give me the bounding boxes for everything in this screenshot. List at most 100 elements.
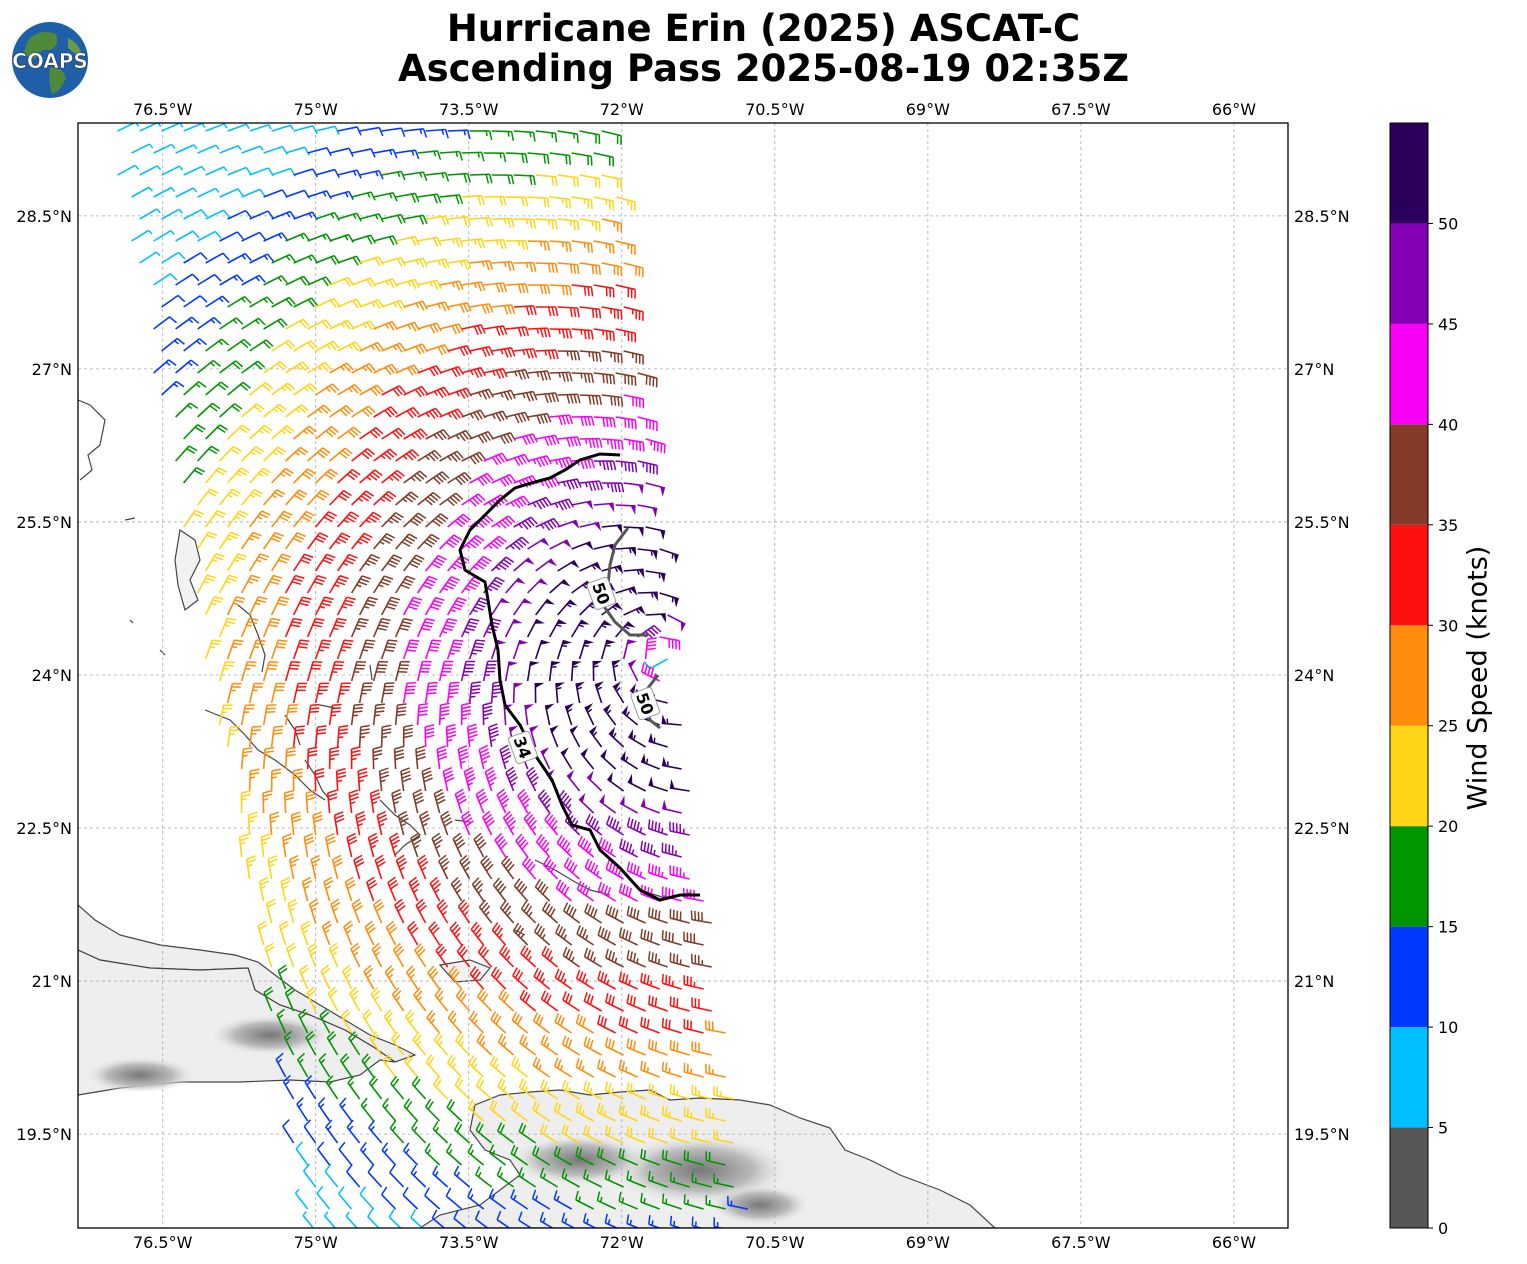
wind-barb xyxy=(326,1030,339,1056)
wind-barb xyxy=(284,617,303,638)
wind-barb xyxy=(583,947,603,968)
wind-barb xyxy=(483,535,507,550)
wind-barb xyxy=(605,904,625,924)
wind-barb xyxy=(175,273,200,286)
wind-barb xyxy=(288,854,300,880)
wind-barb xyxy=(393,745,405,770)
wind-barb xyxy=(348,789,360,814)
wind-barb xyxy=(648,1083,668,1100)
wind-barb xyxy=(448,965,463,990)
wind-barb xyxy=(280,876,291,902)
wind-barb xyxy=(381,469,405,484)
wind-barb xyxy=(359,341,384,352)
wind-barb xyxy=(505,766,518,792)
wind-barb xyxy=(640,1148,660,1166)
wind-barb xyxy=(417,279,442,290)
wind-barb xyxy=(411,1076,427,1100)
wind-barb xyxy=(329,190,354,200)
wind-barb xyxy=(557,218,580,231)
wind-barb xyxy=(593,152,614,167)
wind-barb xyxy=(271,425,295,440)
wind-barb xyxy=(612,681,625,704)
wind-barb xyxy=(315,168,340,179)
wind-barb xyxy=(517,788,531,814)
wind-barb xyxy=(328,660,345,682)
florida-coast xyxy=(78,399,106,481)
wind-barb xyxy=(601,306,623,320)
wind-barb xyxy=(317,1141,331,1166)
wind-barb xyxy=(626,817,646,836)
wind-barb xyxy=(597,881,617,902)
wind-barb xyxy=(647,863,668,880)
wind-barb xyxy=(329,405,354,418)
wind-barb xyxy=(204,510,227,528)
wind-barb xyxy=(368,1075,383,1100)
wind-barb xyxy=(335,767,347,792)
wind-barb xyxy=(582,1213,598,1228)
colorbar-bin xyxy=(1390,725,1428,827)
wind-barb xyxy=(271,382,296,396)
wind-barb xyxy=(623,262,644,278)
wind-barb xyxy=(600,748,617,770)
wind-barb xyxy=(474,1210,489,1228)
wind-barb xyxy=(153,359,177,374)
wind-barb xyxy=(522,855,537,880)
wind-barb xyxy=(415,745,426,770)
wind-barb xyxy=(593,284,615,298)
wind-barb xyxy=(601,174,622,189)
wind-barb xyxy=(637,372,658,388)
wind-barb xyxy=(518,1122,537,1144)
axis-ticks: 76.5°W 76.5°W 75°W 75°W 73.5°W 73.5°W 72°W 72°W… xyxy=(16,100,1349,1252)
wind-barb xyxy=(534,639,551,660)
wind-barb xyxy=(604,1213,619,1228)
wind-barb xyxy=(329,319,354,330)
wind-barb xyxy=(527,496,553,510)
wind-barb xyxy=(402,682,417,704)
wind-barb xyxy=(469,555,492,572)
wind-barb xyxy=(265,898,277,924)
wind-barb xyxy=(368,1119,383,1144)
lon-tick-label: 67.5°W xyxy=(1051,1233,1111,1252)
wind-barb xyxy=(460,660,476,682)
wind-barb xyxy=(340,1008,353,1034)
wind-barb xyxy=(669,865,690,880)
wind-barb xyxy=(373,533,396,550)
wind-barb xyxy=(324,832,336,858)
wind-barb xyxy=(197,359,221,374)
wind-barb xyxy=(425,172,450,182)
wind-barb xyxy=(513,218,537,229)
wind-barb xyxy=(566,769,581,792)
wind-barb xyxy=(705,1195,726,1210)
wind-barb xyxy=(549,414,574,426)
wind-barb xyxy=(561,1035,581,1056)
wind-barb xyxy=(425,429,450,441)
wind-barb xyxy=(367,1208,380,1228)
wind-barb xyxy=(314,725,327,748)
wind-barb xyxy=(369,1031,383,1056)
wind-barb xyxy=(424,1142,441,1166)
wind-barb xyxy=(218,661,235,682)
wind-barb xyxy=(524,703,534,726)
wind-barb xyxy=(554,1013,573,1034)
wind-barb xyxy=(648,995,668,1012)
wind-barb xyxy=(532,1012,551,1034)
wind-barb xyxy=(328,703,342,726)
wind-barb xyxy=(626,1126,646,1144)
wind-barb xyxy=(197,230,222,242)
wind-barb xyxy=(283,1030,295,1056)
wind-barb xyxy=(460,618,480,638)
wind-barb xyxy=(292,682,308,704)
colorbar-bin xyxy=(1390,424,1428,525)
wind-barb xyxy=(615,416,637,430)
wind-barb xyxy=(496,1122,515,1144)
andros-island xyxy=(174,528,201,612)
wind-barb xyxy=(240,790,251,814)
wind-barb xyxy=(601,482,625,493)
wind-barb xyxy=(303,1163,317,1188)
wind-barb xyxy=(661,714,682,726)
wind-barb xyxy=(385,920,398,946)
wind-barb xyxy=(175,316,200,330)
wind-barb xyxy=(285,318,310,330)
wind-barb xyxy=(404,1009,419,1034)
wind-barb xyxy=(205,123,228,132)
